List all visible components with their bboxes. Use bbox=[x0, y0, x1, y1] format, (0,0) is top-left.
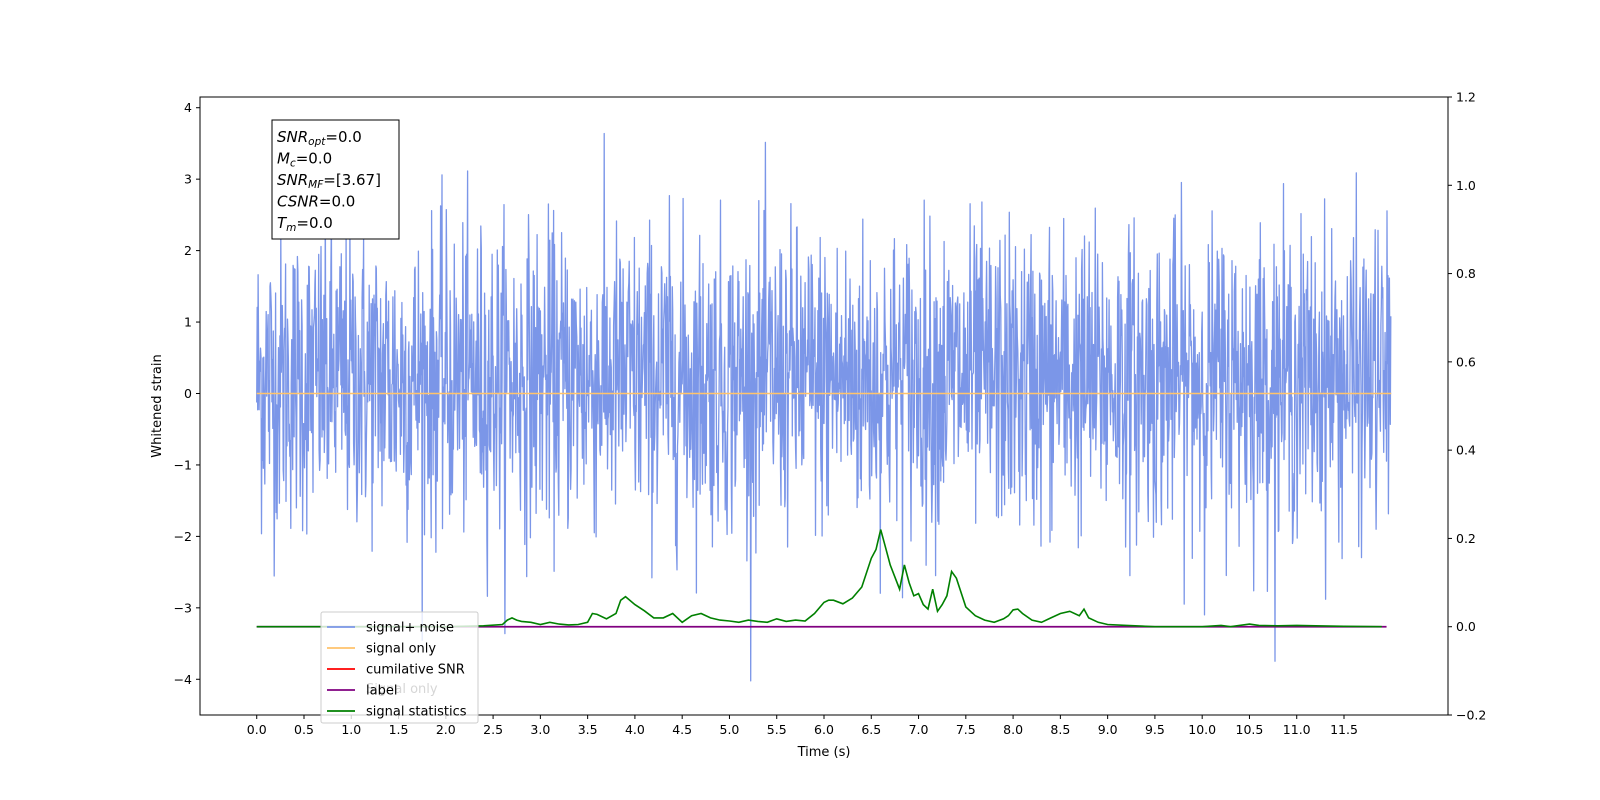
x-tick-label: 10.0 bbox=[1188, 722, 1216, 737]
annotation-frame bbox=[271, 119, 400, 240]
y2-tick-label: 0.6 bbox=[1456, 354, 1476, 369]
x-tick-label: 0.5 bbox=[294, 722, 314, 737]
y-axis-right: 1.2 1.0 0.8 0.6 0.4 0.2 0.0 −0.2 bbox=[1448, 90, 1486, 723]
x-tick-label: 8.5 bbox=[1050, 722, 1070, 737]
annotation-line: SNRMF=[3.67] bbox=[277, 171, 381, 191]
x-tick-label: 10.5 bbox=[1236, 722, 1264, 737]
legend-entry: label bbox=[366, 684, 397, 699]
x-tick-label: 1.5 bbox=[389, 722, 409, 737]
y2-tick-label: 1.0 bbox=[1456, 178, 1476, 193]
y2-tick-label: 1.2 bbox=[1456, 90, 1476, 105]
y-tick-label: 4 bbox=[184, 100, 192, 115]
series-signal-plus-noise bbox=[256, 132, 1392, 682]
x-tick-label: 4.5 bbox=[672, 722, 692, 737]
x-tick-label: 7.5 bbox=[956, 722, 976, 737]
y-axis-label: Whitened strain bbox=[150, 354, 165, 457]
x-tick-label: 4.0 bbox=[625, 722, 645, 737]
legend-entry: signal statistics bbox=[366, 705, 467, 720]
y-tick-label: −3 bbox=[174, 600, 192, 615]
legend: Signal only signal+ noise signal only cumil… bbox=[320, 611, 479, 724]
x-tick-label: 2.5 bbox=[483, 722, 503, 737]
y-axis-left: 4 3 2 1 0 −1 −2 −3 −4 bbox=[174, 100, 200, 687]
x-tick-label: 0.0 bbox=[247, 722, 267, 737]
x-tick-label: 6.5 bbox=[861, 722, 881, 737]
y2-tick-label: 0.8 bbox=[1456, 266, 1476, 281]
y2-tick-label: −0.2 bbox=[1456, 708, 1486, 723]
y-tick-label: 2 bbox=[184, 243, 192, 258]
annotation-line: CSNR=0.0 bbox=[277, 193, 355, 211]
x-tick-label: 9.0 bbox=[1098, 722, 1118, 737]
annotation-line: Tm=0.0 bbox=[277, 214, 333, 234]
x-tick-label: 5.5 bbox=[767, 722, 787, 737]
x-tick-label: 5.0 bbox=[720, 722, 740, 737]
y-tick-label: 3 bbox=[184, 172, 192, 187]
x-tick-label: 2.0 bbox=[436, 722, 456, 737]
y-tick-label: −4 bbox=[174, 672, 192, 687]
annotation-line: Mc=0.0 bbox=[277, 150, 332, 170]
x-axis: 0.0 0.5 1.0 1.5 2.0 2.5 3.0 3.5 4.0 4.5 5.0 5.5 6.0 6… bbox=[247, 715, 1358, 737]
x-tick-label: 11.0 bbox=[1283, 722, 1311, 737]
y-tick-label: −1 bbox=[174, 457, 192, 472]
noise-line bbox=[256, 132, 1392, 682]
x-tick-label: 8.0 bbox=[1003, 722, 1023, 737]
legend-hidden-entry: Signal only bbox=[366, 682, 438, 697]
x-tick-label: 1.0 bbox=[341, 722, 361, 737]
legend-entry: cumilative SNR bbox=[366, 663, 465, 678]
legend-frame bbox=[320, 611, 479, 724]
y2-tick-label: 0.2 bbox=[1456, 531, 1476, 546]
y-tick-label: −2 bbox=[174, 529, 192, 544]
y2-tick-label: 0.0 bbox=[1456, 619, 1476, 634]
annotation-line: SNRopt=0.0 bbox=[277, 128, 362, 148]
x-axis-label: Time (s) bbox=[797, 745, 851, 760]
x-tick-label: 11.5 bbox=[1330, 722, 1358, 737]
y-tick-label: 1 bbox=[184, 315, 192, 330]
legend-entry: signal+ noise bbox=[366, 621, 454, 636]
x-tick-label: 3.5 bbox=[578, 722, 598, 737]
signal-statistics-line bbox=[256, 529, 1382, 628]
x-tick-label: 9.5 bbox=[1145, 722, 1165, 737]
legend-entry: signal only bbox=[366, 642, 436, 657]
x-tick-label: 6.0 bbox=[814, 722, 834, 737]
x-tick-label: 7.0 bbox=[909, 722, 929, 737]
series-signal-statistics bbox=[256, 529, 1382, 628]
x-tick-label: 3.0 bbox=[530, 722, 550, 737]
y-tick-label: 0 bbox=[184, 386, 192, 401]
y2-tick-label: 0.4 bbox=[1456, 443, 1476, 458]
